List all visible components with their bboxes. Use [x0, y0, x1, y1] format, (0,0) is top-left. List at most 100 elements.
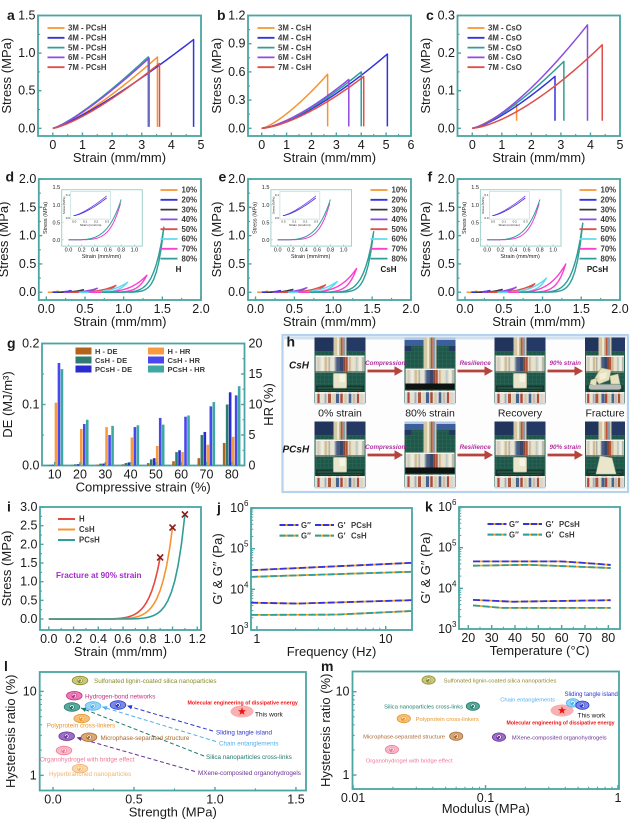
- svg-text:6: 6: [408, 138, 415, 152]
- svg-text:80%: 80%: [601, 254, 617, 263]
- svg-text:Temperature (°C): Temperature (°C): [490, 643, 590, 658]
- svg-text:60%: 60%: [182, 235, 198, 244]
- svg-text:0.5: 0.5: [18, 84, 35, 98]
- svg-text:e: e: [219, 169, 227, 185]
- svg-text:1.0: 1.0: [340, 248, 348, 254]
- svg-text:Polyprotein cross-linkers: Polyprotein cross-linkers: [47, 722, 116, 729]
- svg-text:PCsH: PCsH: [283, 445, 310, 456]
- svg-text:b: b: [217, 7, 226, 23]
- svg-text:G′ & G″ (Pa): G′ & G″ (Pa): [418, 532, 433, 603]
- svg-text:0.5: 0.5: [228, 257, 245, 271]
- svg-text:20%: 20%: [392, 196, 408, 205]
- svg-text:6M - CsH: 6M - CsH: [278, 53, 312, 62]
- svg-text:0.3: 0.3: [438, 9, 455, 23]
- svg-text:Chain entanglements: Chain entanglements: [219, 741, 279, 748]
- svg-text:Fracture: Fracture: [585, 408, 624, 420]
- svg-text:0.6: 0.6: [104, 248, 112, 254]
- svg-text:G″: G″: [509, 531, 519, 540]
- svg-text:0.1: 0.1: [484, 193, 489, 197]
- svg-text:2.0: 2.0: [402, 302, 419, 316]
- svg-text:10%: 10%: [601, 186, 617, 195]
- svg-text:0.2: 0.2: [78, 248, 86, 254]
- svg-text:Stress (MPa): Stress (MPa): [0, 531, 14, 607]
- svg-text:1.0: 1.0: [20, 575, 37, 589]
- svg-text:0.9: 0.9: [228, 37, 245, 51]
- svg-text:2.0: 2.0: [228, 172, 245, 186]
- svg-text:10: 10: [438, 500, 452, 514]
- svg-text:0.3: 0.3: [314, 220, 319, 224]
- svg-text:50%: 50%: [601, 225, 617, 234]
- svg-text:G″: G″: [509, 520, 519, 529]
- svg-text:0.4: 0.4: [91, 248, 99, 254]
- svg-text:0.8: 0.8: [117, 248, 125, 254]
- svg-text:10%: 10%: [182, 186, 198, 195]
- svg-text:0.1: 0.1: [438, 84, 455, 98]
- svg-text:0.3: 0.3: [105, 220, 110, 224]
- svg-text:Strain (mm/mm): Strain (mm/mm): [492, 314, 585, 329]
- svg-text:30%: 30%: [601, 205, 617, 214]
- svg-text:6: 6: [244, 499, 249, 508]
- svg-text:0.5: 0.5: [262, 220, 270, 226]
- svg-text:5: 5: [249, 428, 256, 442]
- svg-text:50%: 50%: [182, 225, 198, 234]
- svg-text:Stress (MPa): Stress (MPa): [43, 202, 49, 234]
- svg-text:4: 4: [168, 138, 175, 152]
- svg-text:0.6: 0.6: [228, 65, 245, 79]
- svg-text:5: 5: [383, 138, 390, 152]
- svg-text:2.0: 2.0: [192, 302, 209, 316]
- svg-text:Recovery: Recovery: [498, 408, 543, 420]
- svg-text:0.2: 0.2: [438, 46, 455, 60]
- svg-text:Molecular engineering of dissi: Molecular engineering of dissipative ene…: [188, 701, 298, 707]
- svg-text:20%: 20%: [182, 196, 198, 205]
- svg-text:Stress (MPa): Stress (MPa): [0, 202, 11, 278]
- svg-text:5M - CsO: 5M - CsO: [488, 43, 522, 52]
- svg-text:5M - PCsH: 5M - PCsH: [68, 43, 107, 52]
- svg-text:1.0: 1.0: [53, 203, 61, 209]
- svg-text:PCsH: PCsH: [79, 536, 100, 545]
- svg-text:0.1: 0.1: [275, 193, 280, 197]
- svg-text:1.0: 1.0: [471, 203, 479, 209]
- svg-text:Stress (MPa): Stress (MPa): [418, 38, 433, 114]
- svg-text:l: l: [4, 658, 8, 674]
- svg-text:G′: G′: [546, 520, 554, 529]
- svg-text:Chain entanglements: Chain entanglements: [500, 698, 555, 704]
- svg-text:Strain (mm/mm): Strain (mm/mm): [283, 150, 376, 165]
- svg-text:10%: 10%: [392, 186, 408, 195]
- svg-text:1.0: 1.0: [262, 203, 270, 209]
- svg-text:0.5: 0.5: [19, 257, 36, 271]
- svg-text:70%: 70%: [392, 245, 408, 254]
- svg-text:Compressive strain (%): Compressive strain (%): [76, 480, 211, 495]
- svg-text:0.0: 0.0: [228, 121, 245, 135]
- svg-text:4M - CsH: 4M - CsH: [278, 34, 312, 43]
- svg-text:Stress (MPa): Stress (MPa): [209, 38, 224, 114]
- svg-text:40%: 40%: [601, 215, 617, 224]
- svg-text:Resilience: Resilience: [460, 444, 492, 451]
- svg-text:40%: 40%: [392, 215, 408, 224]
- svg-text:Molecular engineering of dissi: Molecular engineering of dissipative ene…: [506, 721, 614, 727]
- svg-text:0.2: 0.2: [287, 248, 295, 254]
- svg-text:Frequency (Hz): Frequency (Hz): [287, 644, 377, 659]
- svg-text:This work: This work: [578, 713, 607, 720]
- svg-text:0: 0: [258, 138, 265, 152]
- svg-text:Compression: Compression: [365, 444, 405, 451]
- svg-text:4M - PCsH: 4M - PCsH: [68, 34, 107, 43]
- svg-text:k: k: [425, 499, 433, 515]
- svg-text:MXene-composited organohydroge: MXene-composited organohydrogels: [512, 736, 607, 742]
- svg-text:PCsH - DE: PCsH - DE: [95, 365, 132, 374]
- svg-text:4: 4: [587, 138, 594, 152]
- svg-text:Organohydrogel with bridge eff: Organohydrogel with bridge effect: [366, 759, 453, 765]
- svg-text:20: 20: [249, 337, 263, 351]
- svg-text:0.0: 0.0: [491, 220, 496, 224]
- svg-text:i: i: [7, 499, 11, 515]
- svg-text:50%: 50%: [392, 225, 408, 234]
- svg-text:80%: 80%: [182, 254, 198, 263]
- svg-text:DE (MJ/m³): DE (MJ/m³): [0, 371, 15, 437]
- svg-text:5: 5: [244, 540, 249, 549]
- svg-text:Stress (MPa): Stress (MPa): [209, 202, 224, 278]
- svg-text:10: 10: [336, 685, 350, 699]
- svg-text:CsH - HR: CsH - HR: [168, 356, 201, 365]
- svg-text:80: 80: [601, 631, 615, 645]
- svg-text:Sulfonated lignin-coated silic: Sulfonated lignin-coated silica nanopart…: [94, 678, 217, 685]
- svg-text:Modulus (MPa): Modulus (MPa): [442, 801, 530, 816]
- svg-text:80: 80: [225, 468, 239, 482]
